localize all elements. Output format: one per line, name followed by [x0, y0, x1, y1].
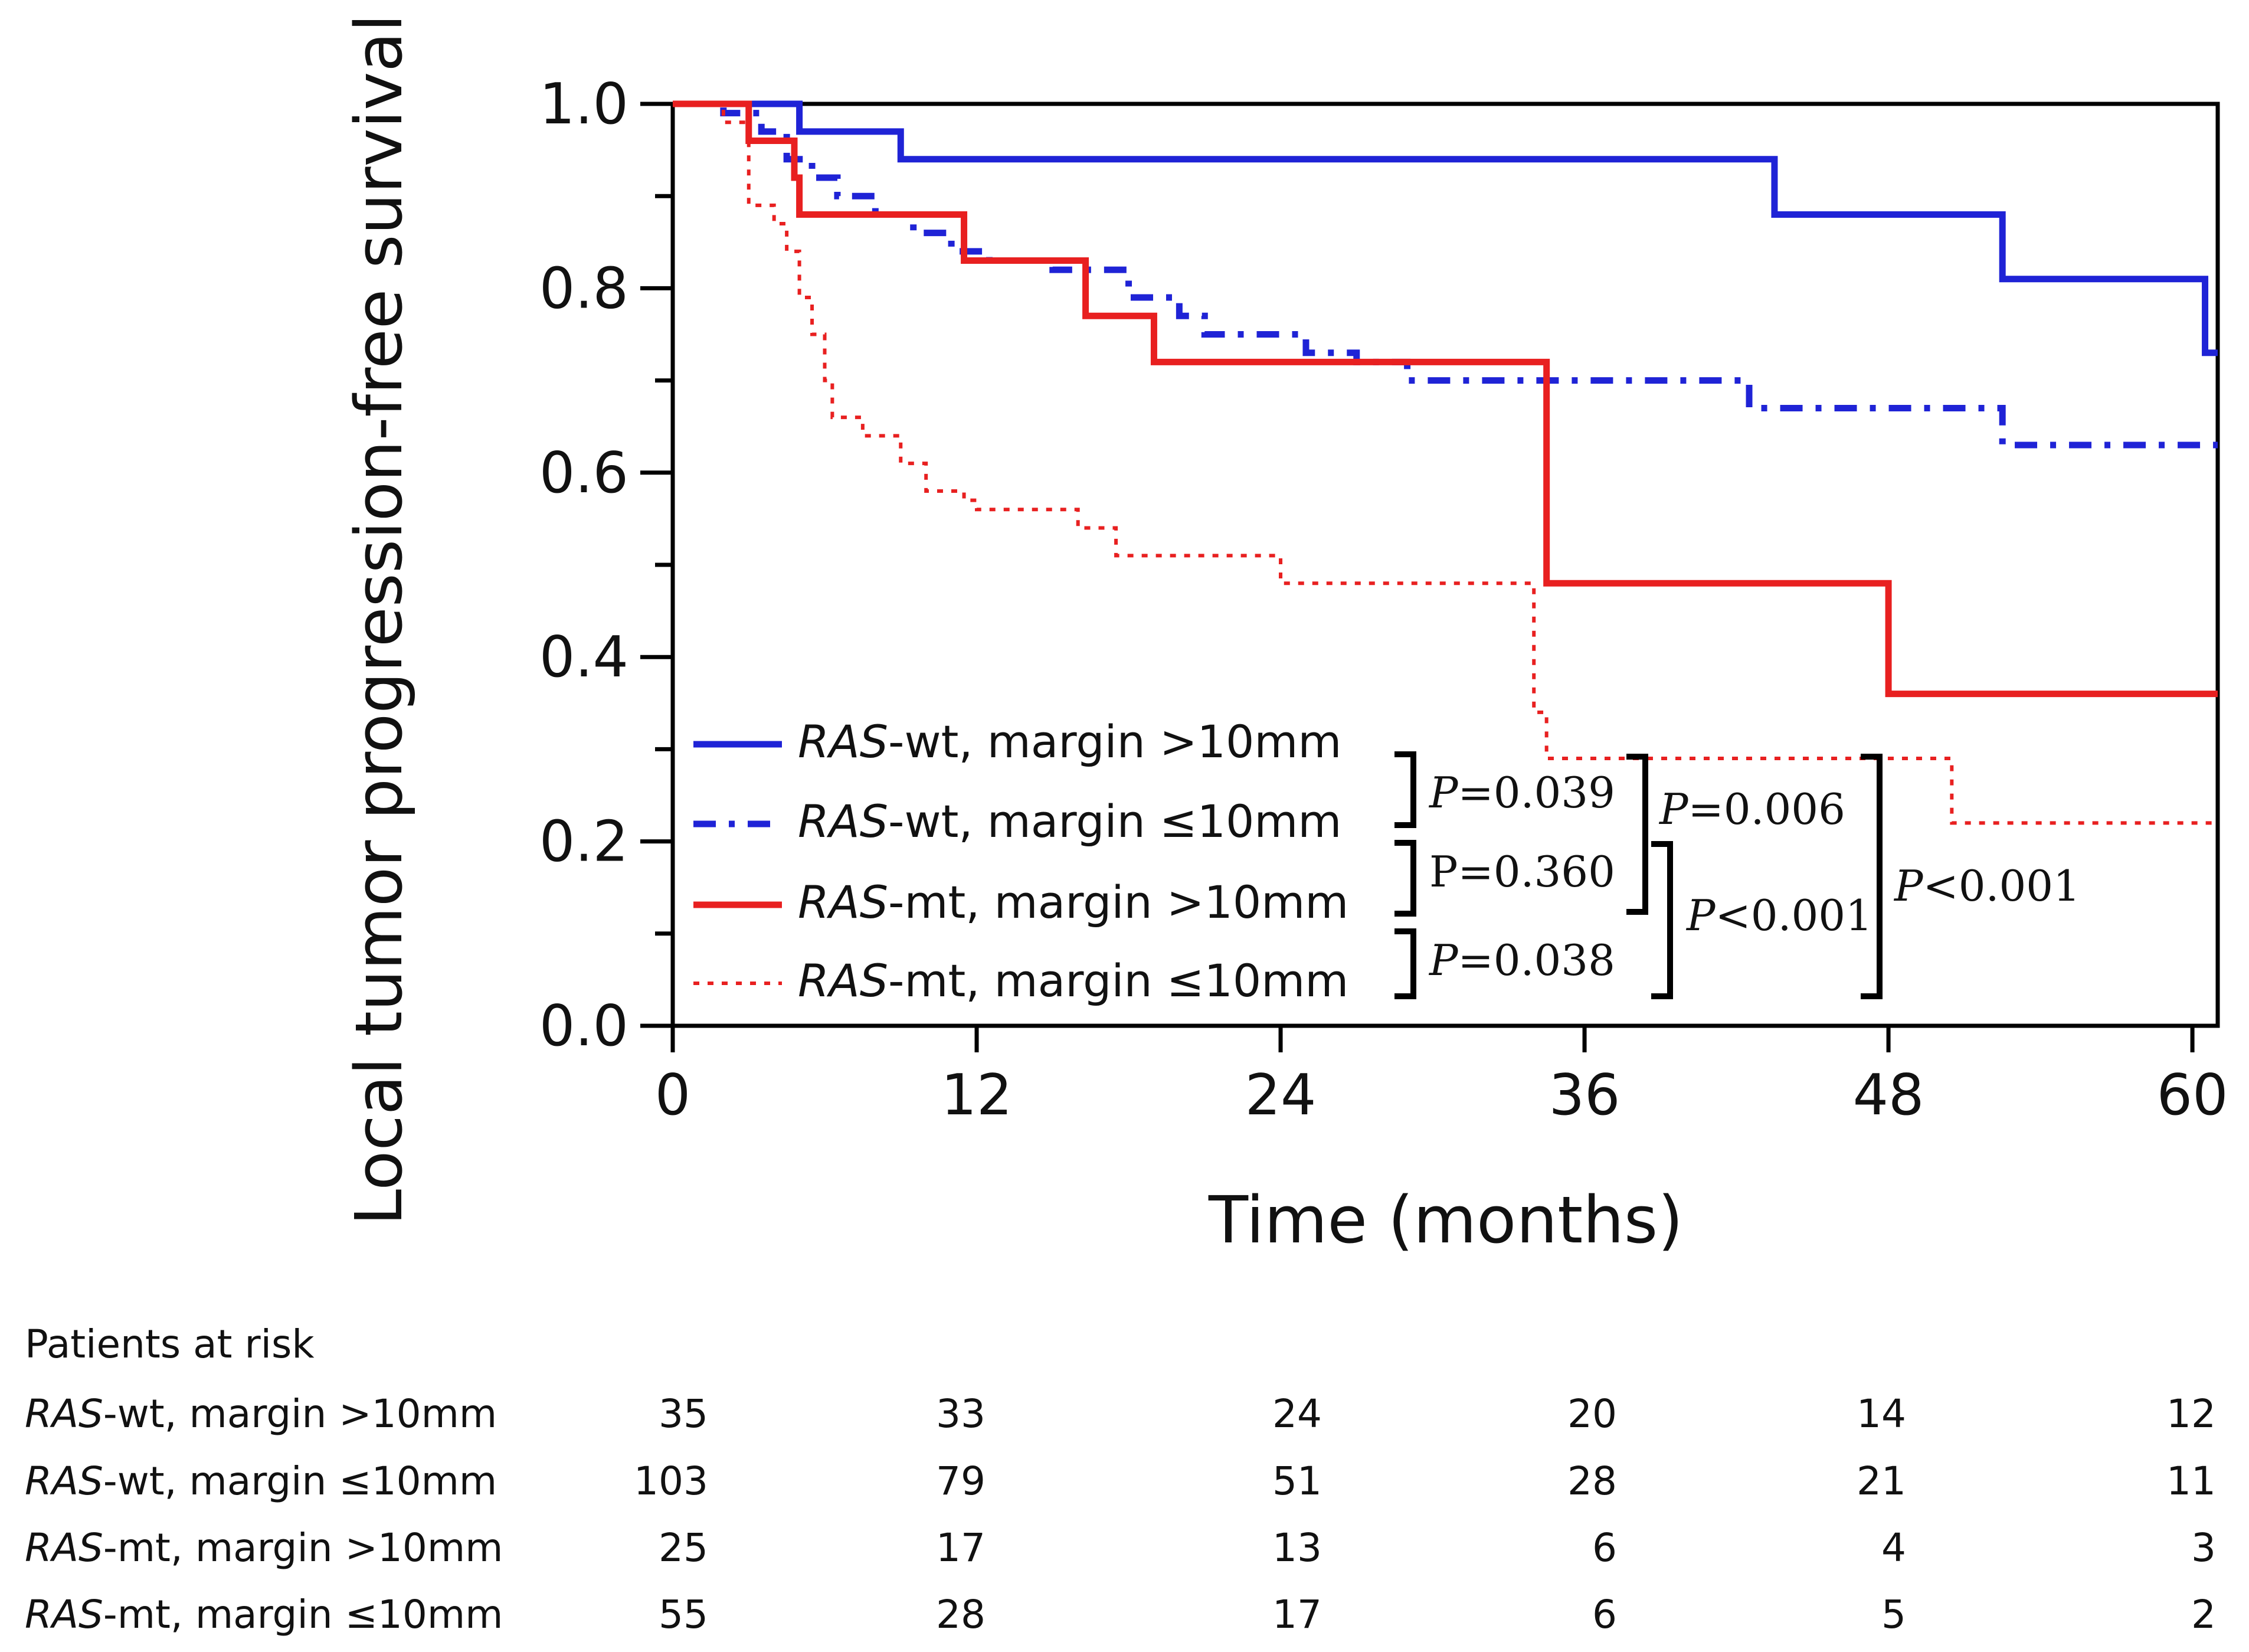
- p-value-label: P=0.006: [1658, 784, 1845, 834]
- p-value-bracket: [1861, 754, 1883, 999]
- risk-count: 28: [936, 1592, 986, 1637]
- p-value-bracket: [1626, 754, 1648, 915]
- risk-count: 17: [1272, 1592, 1322, 1637]
- risk-count: 79: [936, 1458, 986, 1504]
- p-value-label: P<0.001: [1893, 861, 2080, 911]
- risk-count: 3: [2191, 1525, 2216, 1571]
- risk-row-label-4: RAS-mt, margin ≤10mm: [25, 1592, 503, 1637]
- p-value-bracket: [1394, 928, 1416, 999]
- x-tick-label: 12: [941, 1063, 1013, 1128]
- p-value-brackets: P=0.039 P=0.360 P=0.038 P=0.006 P<0.001 P<0.0…: [1394, 751, 2080, 999]
- risk-count: 24: [1272, 1391, 1322, 1437]
- survival-curves: [673, 100, 2218, 825]
- risk-count: 55: [659, 1592, 708, 1637]
- risk-count: 51: [1272, 1458, 1322, 1504]
- legend: RAS-wt, margin >10mm RAS-wt, margin ≤10mm…: [693, 715, 1348, 1007]
- legend-label-3: RAS-mt, margin >10mm: [798, 876, 1348, 928]
- x-tick-label: 60: [2157, 1063, 2228, 1128]
- x-axis-title: Time (months): [1208, 1182, 1683, 1258]
- risk-count: 13: [1272, 1525, 1322, 1571]
- risk-table-title: Patients at risk: [25, 1321, 315, 1367]
- p-value-label: P=0.038: [1428, 935, 1615, 985]
- risk-row-label-3: RAS-mt, margin >10mm: [25, 1525, 503, 1571]
- risk-count: 5: [1881, 1592, 1906, 1637]
- p-value-label: P<0.001: [1685, 891, 1872, 940]
- risk-count: 12: [2166, 1391, 2216, 1437]
- x-tick-label: 0: [655, 1063, 690, 1128]
- p-value-label: P=0.360: [1429, 847, 1615, 897]
- y-tick-label: 0.2: [539, 810, 628, 875]
- legend-label-4: RAS-mt, margin ≤10mm: [798, 954, 1348, 1007]
- risk-count: 2: [2191, 1592, 2216, 1637]
- curve-series-4: [673, 102, 2218, 825]
- y-tick-label: 1.0: [539, 72, 628, 137]
- risk-count: 14: [1857, 1391, 1906, 1437]
- p-value-bracket: [1651, 841, 1673, 999]
- risk-count: 6: [1592, 1525, 1617, 1571]
- x-tick-label: 24: [1245, 1063, 1317, 1128]
- risk-count: 35: [659, 1391, 708, 1437]
- risk-count: 33: [936, 1391, 986, 1437]
- legend-label-2: RAS-wt, margin ≤10mm: [798, 795, 1341, 848]
- p-value-label: P=0.039: [1428, 768, 1615, 817]
- curve-series-1: [673, 100, 2218, 356]
- y-tick-label: 0.0: [539, 994, 628, 1059]
- p-value-bracket: [1394, 840, 1416, 917]
- risk-count: 11: [2166, 1458, 2216, 1504]
- p-value-bracket: [1394, 751, 1416, 828]
- x-tick-label: 48: [1853, 1063, 1924, 1128]
- y-tick-label: 0.4: [539, 625, 628, 690]
- y-axis-title: Local tumor progression-free survival: [341, 14, 417, 1226]
- risk-count: 28: [1567, 1458, 1617, 1504]
- risk-count: 21: [1857, 1458, 1906, 1504]
- risk-count: 25: [659, 1525, 708, 1571]
- x-tick-label: 36: [1549, 1063, 1621, 1128]
- legend-label-1: RAS-wt, margin >10mm: [798, 715, 1341, 768]
- y-tick-label: 0.8: [539, 256, 628, 321]
- risk-count: 6: [1592, 1592, 1617, 1637]
- risk-count: 20: [1567, 1391, 1617, 1437]
- risk-count: 4: [1881, 1525, 1906, 1571]
- risk-count: 103: [634, 1458, 708, 1504]
- curve-series-3: [673, 100, 2218, 698]
- risk-row-label-1: RAS-wt, margin >10mm: [25, 1391, 497, 1437]
- risk-count: 17: [936, 1525, 986, 1571]
- y-tick-label: 0.6: [539, 441, 628, 506]
- risk-row-label-2: RAS-wt, margin ≤10mm: [25, 1458, 497, 1504]
- axes: 0.0 0.2 0.4 0.6 0.8 1.0 0 12 24 36 48 60: [539, 72, 2228, 1128]
